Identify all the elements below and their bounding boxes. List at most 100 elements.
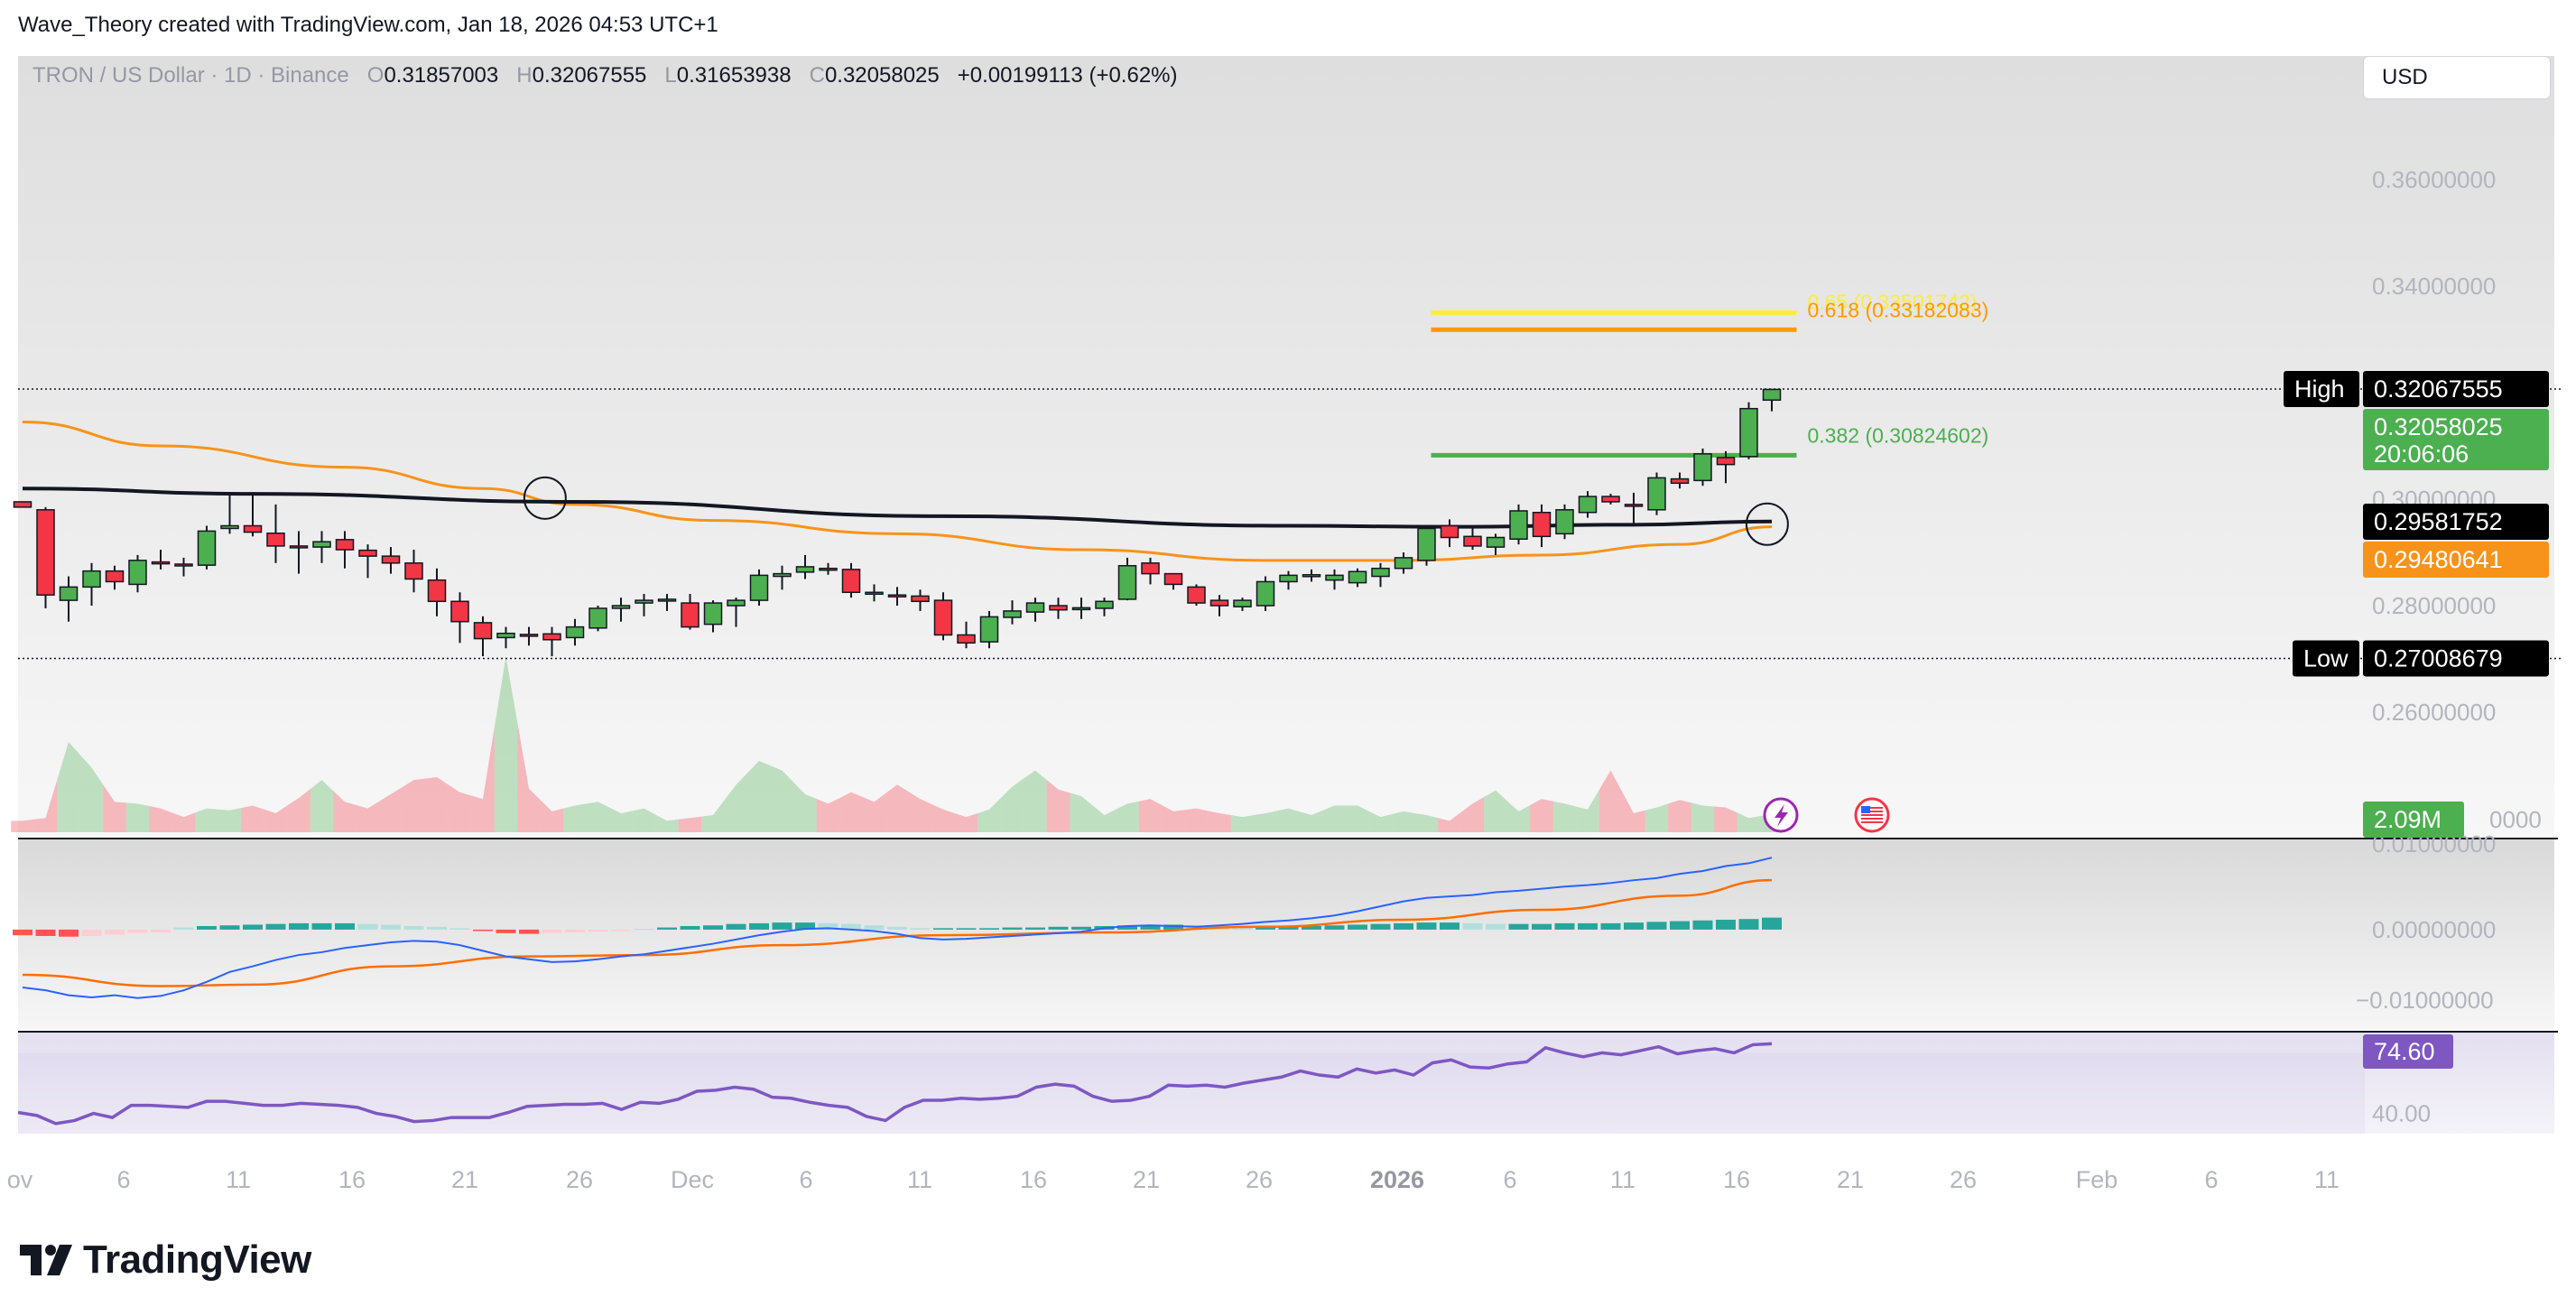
macd-histogram-bar: [772, 922, 792, 930]
macd-histogram-bar: [473, 929, 493, 931]
macd-histogram-bar: [795, 922, 815, 930]
candle: [312, 531, 331, 563]
volume-segment: [1368, 811, 1393, 832]
macd-histogram-bar: [1762, 917, 1782, 930]
macd-histogram-bar: [105, 929, 125, 935]
candle-body: [819, 567, 838, 571]
candle-body: [105, 570, 125, 583]
candle: [1163, 572, 1183, 590]
volume-segment: [1645, 803, 1669, 832]
volume-segment: [540, 800, 564, 832]
candle: [151, 550, 171, 570]
volume-segment: [1668, 800, 1691, 832]
candle: [128, 554, 147, 593]
candle: [1256, 576, 1275, 611]
candle: [749, 569, 769, 606]
tradingview-logo[interactable]: TradingView: [20, 1237, 311, 1282]
lightning-event-icon[interactable]: [1763, 797, 1799, 833]
price-axis-tick: 0.34000000: [2372, 273, 2496, 300]
legend-symbol[interactable]: TRON / US Dollar · 1D · Binance: [32, 63, 349, 88]
pane-backgrounds: [18, 56, 2558, 1206]
volume-segment: [287, 789, 310, 832]
lightning-glyph: [1774, 804, 1788, 827]
volume-segment: [125, 802, 150, 832]
event-icons[interactable]: [1763, 797, 1890, 833]
macd-histogram-bar: [35, 929, 56, 936]
candle-body: [1486, 536, 1506, 548]
candle-body: [128, 560, 147, 586]
macd-histogram-bar: [127, 929, 148, 933]
time-axis-label: 16: [1020, 1166, 1047, 1193]
candle-body: [588, 607, 607, 629]
candle-body: [1417, 527, 1436, 561]
candle: [1716, 450, 1736, 484]
candle: [243, 494, 263, 537]
candle-body: [151, 561, 171, 565]
ma-orange-line: [22, 420, 1773, 562]
volume-segment: [103, 784, 126, 832]
candle-body: [1141, 562, 1160, 575]
ma-black-tag-bg: [2363, 504, 2549, 540]
legend-high: 0.32067555: [532, 63, 647, 88]
us-flag-event-icon[interactable]: [1854, 797, 1890, 833]
fib-label: 0.65 (0.33501742): [1808, 290, 1978, 313]
volume-segment: [1230, 815, 1255, 832]
fib-label: 0.382 (0.30824602): [1808, 423, 1989, 447]
candle-body: [1578, 496, 1598, 514]
macd-histogram-bar: [611, 929, 631, 931]
macd-histogram-bar: [1002, 927, 1023, 930]
price-axis-tick: 0.36000000: [2372, 166, 2496, 193]
macd-axis-tick: 0.00000000: [2372, 916, 2496, 943]
candle: [427, 568, 447, 616]
volume-segment: [747, 761, 771, 832]
candle-body: [36, 509, 55, 596]
volume-segment: [1530, 799, 1553, 832]
macd-histogram-bar: [219, 925, 240, 930]
currency-selector[interactable]: USD: [2363, 56, 2551, 99]
volume-segment: [1484, 790, 1507, 832]
time-axis-label: 26: [1246, 1166, 1273, 1193]
volume-segment: [1322, 805, 1347, 832]
last-price-tag-bg: [2363, 409, 2549, 471]
volume-segment: [356, 801, 380, 832]
volume-segment: [1414, 812, 1439, 832]
low-tag-label: Low: [2303, 644, 2349, 672]
time-axis-label: 2026: [1370, 1166, 1424, 1193]
price-axis-tick: 0.28000000: [2372, 592, 2496, 619]
volume-segment: [908, 792, 932, 832]
volume-segment: [264, 805, 288, 832]
candle: [1762, 388, 1782, 412]
macd-line: [22, 857, 1773, 999]
candle: [933, 592, 953, 641]
volume-segment: [839, 792, 863, 832]
macd-histogram-bar: [197, 926, 217, 930]
macd-histogram-bar: [726, 923, 746, 930]
macd-histogram-bar: [1117, 925, 1137, 930]
macd-histogram-bar: [1163, 924, 1183, 930]
macd-histogram-bar: [403, 926, 424, 930]
flag-stripe: [1861, 821, 1883, 823]
candle-body: [1463, 535, 1482, 547]
time-axis-label: 21: [1133, 1166, 1160, 1193]
rsi-line: [17, 1042, 1773, 1126]
ma-black-line: [22, 487, 1773, 529]
candle: [36, 506, 55, 608]
candle-body: [1163, 572, 1183, 586]
last-price-tag-value: 0.32058025: [2374, 413, 2503, 440]
macd-histogram-bar: [449, 928, 470, 930]
volume-segment: [333, 791, 357, 832]
candle: [611, 598, 631, 622]
volume-segment: [1162, 805, 1185, 832]
candle-body: [450, 600, 469, 623]
macd-histogram-bar: [59, 929, 79, 937]
candle: [1670, 472, 1690, 489]
macd-histogram-bar: [1532, 923, 1552, 930]
volume-segment: [79, 755, 104, 832]
candle-body: [1693, 453, 1712, 482]
volume-segment: [1300, 810, 1323, 832]
candle-body: [1117, 565, 1137, 600]
volume-segment: [517, 722, 541, 832]
macd-histogram-bar: [956, 928, 977, 930]
candle-body: [1601, 496, 1620, 503]
